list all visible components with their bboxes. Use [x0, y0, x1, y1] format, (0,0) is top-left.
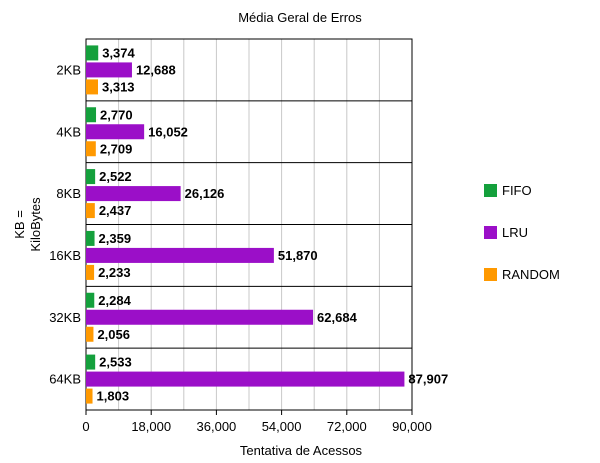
plot-frame [85, 38, 413, 411]
legend-swatch-lru [484, 226, 497, 239]
bar-random-32kb [86, 326, 94, 342]
bar-random-64kb [86, 388, 93, 404]
data-label: 12,688 [136, 62, 176, 77]
data-label: 2,522 [99, 169, 132, 184]
data-label: 2,359 [99, 231, 132, 246]
x-tick-labels: 0 18,000 36,000 54,000 72,000 90,000 [82, 419, 432, 434]
data-label: 1,803 [97, 389, 130, 404]
x-axis-title: Tentativa de Acessos [240, 443, 363, 458]
data-label: 2,056 [97, 327, 130, 342]
bar-random-4kb [86, 141, 96, 157]
legend-swatch-fifo [484, 184, 497, 197]
y-axis-title-line: KiloBytes [28, 197, 43, 252]
data-label: 26,126 [185, 186, 225, 201]
data-label: 3,374 [102, 45, 135, 60]
bar-fifo-32kb [86, 292, 95, 308]
bar-lru-16kb [86, 247, 274, 263]
bar-fifo-2kb [86, 45, 99, 61]
x-tick-label: 0 [82, 419, 89, 434]
x-tick-label: 90,000 [392, 419, 432, 434]
chart-title: Média Geral de Erros [238, 10, 362, 25]
x-tick-label: 72,000 [327, 419, 367, 434]
x-tick-label: 36,000 [197, 419, 237, 434]
data-label: 2,709 [100, 141, 133, 156]
data-label: 2,437 [99, 203, 132, 218]
category-label: 32KB [49, 310, 81, 325]
bar-lru-8kb [86, 186, 181, 202]
x-tick-label: 54,000 [262, 419, 302, 434]
legend-label: RANDOM [502, 267, 560, 282]
data-label: 51,870 [278, 248, 318, 263]
data-label: 87,907 [408, 372, 448, 387]
category-label: 64KB [49, 372, 81, 387]
legend: FIFO LRU RANDOM [484, 183, 560, 282]
data-label: 3,313 [102, 79, 135, 94]
category-label: 8KB [56, 186, 81, 201]
bar-fifo-8kb [86, 169, 96, 185]
data-label: 16,052 [148, 124, 188, 139]
bar-lru-32kb [86, 309, 314, 325]
legend-label: LRU [502, 225, 528, 240]
bar-random-16kb [86, 264, 95, 280]
data-label: 2,533 [99, 355, 132, 370]
legend-label: FIFO [502, 183, 532, 198]
data-label: 62,684 [317, 310, 358, 325]
bar-lru-64kb [86, 371, 405, 387]
y-axis-title-line: KB = [12, 210, 27, 239]
x-tick-label: 18,000 [131, 419, 171, 434]
data-label: 2,770 [100, 107, 133, 122]
data-label: 2,284 [98, 293, 131, 308]
bar-lru-4kb [86, 124, 145, 140]
bar-fifo-4kb [86, 107, 97, 123]
bar-lru-2kb [86, 62, 132, 78]
data-label: 2,233 [98, 265, 131, 280]
category-label: 4KB [56, 124, 81, 139]
bars [86, 45, 405, 404]
category-label: 16KB [49, 248, 81, 263]
grid [85, 38, 413, 415]
bar-random-2kb [86, 79, 99, 95]
bar-random-8kb [86, 203, 95, 219]
bar-fifo-64kb [86, 354, 96, 370]
legend-swatch-random [484, 268, 497, 281]
category-label: 2KB [56, 62, 81, 77]
category-labels: 2KB 4KB 8KB 16KB 32KB 64KB [49, 62, 81, 386]
y-axis-title: KB = KiloBytes [12, 197, 43, 252]
bar-fifo-16kb [86, 230, 95, 246]
